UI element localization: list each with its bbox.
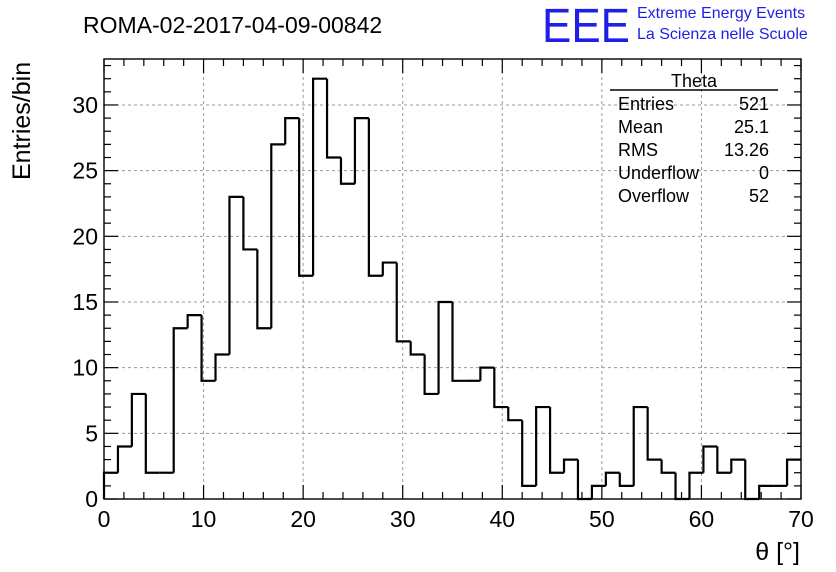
histogram-bin [437,300,453,394]
histogram-bin [716,446,732,474]
x-tick-label: 10 [191,506,217,532]
y-tick-label: 0 [85,486,98,512]
histogram-bin [493,367,509,409]
histogram-bars [102,77,801,501]
histogram-bin [423,354,439,396]
histogram-bin [381,261,397,276]
histogram-bin [730,458,746,473]
histogram-bin [688,471,704,499]
stats-box-title: Theta [671,71,718,91]
histogram-bin [758,484,774,499]
plot-frame [103,58,802,500]
x-tick-label: 20 [290,506,316,532]
stats-row-value: 521 [739,94,769,114]
histogram-bin [116,445,132,473]
logo-line-2: La Scienza nelle Scuole [637,26,808,43]
y-tick-label: 20 [72,223,98,249]
histogram-bin [298,118,314,277]
x-tick-label: 30 [390,506,416,532]
histogram-bin [242,196,258,251]
histogram-bin [479,366,495,381]
histogram-bin [186,314,202,329]
histogram-bin [744,459,760,501]
y-tick-label: 30 [72,92,98,118]
stats-row-value: 0 [759,163,769,183]
stats-row-label: Overflow [618,186,690,206]
x-tick-labels: 0 10 20 30 40 50 60 70 [98,506,814,532]
histogram-bin [172,327,188,473]
stats-row-value: 13.26 [724,140,769,160]
x-tick-label: 0 [98,506,111,532]
histogram-bin [604,471,620,486]
chart-title: ROMA-02-2017-04-09-00842 [83,12,382,38]
histogram-bin [144,393,160,474]
eee-logo-mark: EEE [542,0,630,53]
histogram-bin [702,445,718,473]
histogram-bin [674,472,690,501]
histogram-bin [660,459,676,474]
stats-row-label: Mean [618,117,663,137]
histogram-bin [228,195,244,355]
histogram-bin [562,458,578,473]
histogram-bin [409,341,425,356]
histogram-bin [256,249,272,330]
logo-line-1: Extreme Energy Events [637,5,805,22]
axis-ticks [103,59,802,500]
histogram-bin [200,315,216,382]
histogram-bin [395,262,411,343]
histogram-bin [270,143,286,329]
stats-row-value: 25.1 [734,117,769,137]
histogram-bin [367,118,383,277]
histogram-bin [576,459,592,501]
stats-row-label: RMS [618,140,658,160]
x-axis-label: θ [°] [755,538,800,566]
x-tick-label: 70 [788,506,814,532]
histogram-bin [548,407,565,474]
x-tick-label: 50 [589,506,615,532]
histogram-bin [646,407,662,461]
histogram-bin [507,407,523,422]
histogram-bin [521,420,537,487]
histogram-bin [353,117,369,184]
stats-row-label: Underflow [618,163,700,183]
histogram-bin [339,157,355,185]
stats-row-value: 52 [749,186,769,206]
histogram-bin [284,117,300,145]
histogram-bin [130,392,146,447]
x-tick-label: 40 [489,506,515,532]
stats-box: Theta Entries 521 Mean 25.1 RMS 13.26 Underflo… [610,71,778,206]
y-tick-label: 25 [72,158,98,184]
histogram-bin [535,405,551,486]
y-tick-label: 15 [72,289,98,315]
stats-row-label: Entries [618,94,674,114]
histogram-bin [618,472,634,487]
y-tick-label: 10 [72,355,98,381]
grid-lines [104,59,801,499]
histogram-bin [214,353,230,381]
histogram-bin [325,78,341,159]
histogram-bin [590,484,606,499]
histogram-bin [451,301,467,382]
eee-logo: EEE Extreme Energy Events La Scienza nel… [542,0,808,53]
y-tick-labels: 0 5 10 15 20 25 30 [72,92,98,512]
y-tick-label: 5 [85,420,98,446]
y-axis-label: Entries/bin [8,62,36,180]
x-tick-label: 60 [689,506,715,532]
histogram-bin [312,77,328,276]
histogram-bin [632,405,648,486]
